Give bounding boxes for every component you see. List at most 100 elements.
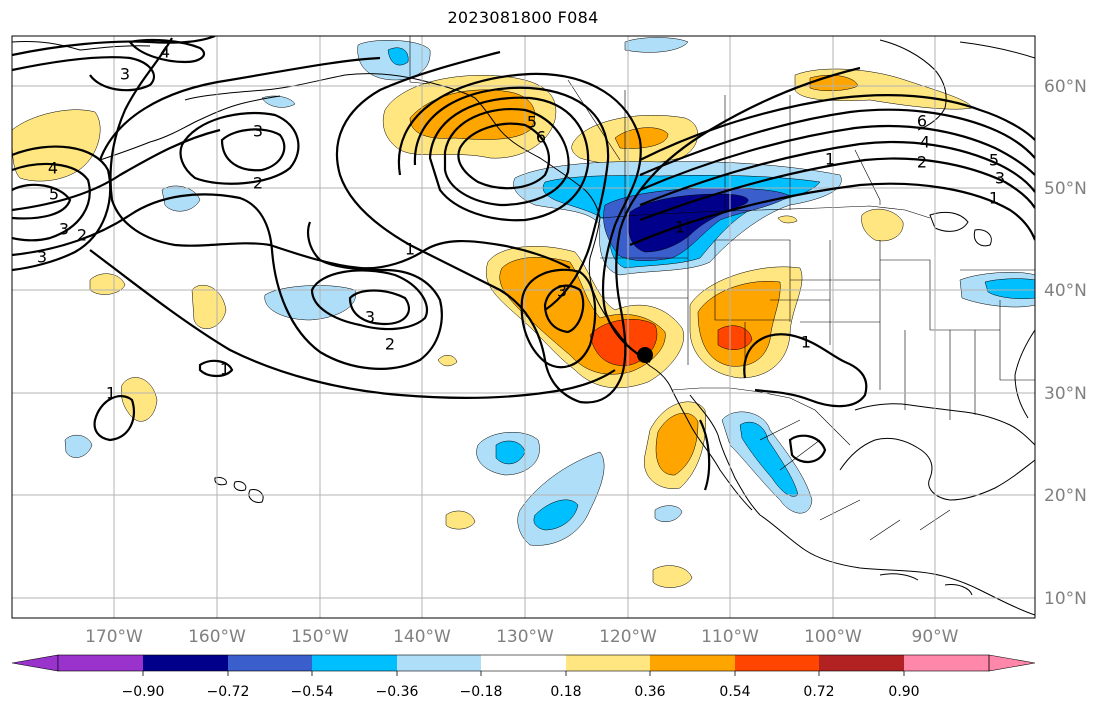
map-title: 2023081800 F084 bbox=[447, 8, 599, 27]
alaska-canada-border bbox=[409, 36, 431, 85]
colorbar-swatch bbox=[650, 655, 735, 671]
longitude-axis: 170°W 160°W 150°W 140°W 130°W 120°W 110°… bbox=[85, 627, 959, 647]
colorbar-swatch bbox=[819, 655, 904, 671]
longitude-label: 150°W bbox=[291, 627, 349, 647]
cold-anomaly-tropical-2-core bbox=[533, 499, 579, 531]
contour-4-west-low bbox=[12, 162, 91, 242]
warm-anomaly-blob-3 bbox=[121, 377, 158, 422]
contour-6-east bbox=[639, 94, 1035, 161]
state-lines bbox=[600, 218, 1035, 420]
contour-label: 1 bbox=[106, 384, 116, 403]
latitude-label: 50°N bbox=[1044, 179, 1087, 199]
latitude-label: 30°N bbox=[1044, 384, 1087, 404]
contour-5-east bbox=[639, 108, 1035, 177]
contour-5-west-low bbox=[12, 183, 72, 220]
caribbean-islands bbox=[879, 573, 973, 596]
contour-3-west-low bbox=[12, 145, 112, 272]
contour-1-pacific bbox=[109, 37, 571, 270]
colorbar-tick-label: 0.36 bbox=[634, 684, 665, 700]
colorbar-swatch bbox=[904, 655, 989, 671]
contour-2-bc-ridge bbox=[397, 72, 651, 363]
contour-label: 1 bbox=[989, 189, 999, 208]
contour-1-northwest bbox=[12, 36, 216, 57]
colorbar-swatch bbox=[397, 655, 481, 671]
colorbar: −0.90 −0.72 −0.54 −0.36 −0.18 0.18 0.36 … bbox=[11, 654, 1036, 700]
latitude-label: 60°N bbox=[1044, 77, 1087, 97]
warm-anomaly-baja-core bbox=[655, 412, 699, 476]
colorbar-tick-label: −0.36 bbox=[376, 684, 419, 700]
contour-label: 6 bbox=[917, 112, 927, 131]
contour-1-east bbox=[629, 182, 1035, 247]
contour-labels: 3 4 3 5 4 3 2 3 2 5 6 1 1 3 3 2 6 5 4 3 … bbox=[37, 43, 1005, 403]
contour-1-long-ridge bbox=[335, 50, 861, 404]
warm-anomaly-four-corners-peak bbox=[717, 325, 753, 350]
colorbar-swatch bbox=[228, 655, 312, 671]
contour-3-north-1 bbox=[12, 56, 155, 92]
colorbar-tick-label: −0.18 bbox=[460, 684, 503, 700]
latitude-axis: 60°N 50°N 40°N 30°N 20°N 10°N bbox=[1044, 77, 1087, 609]
aleutian-chain bbox=[99, 95, 281, 161]
contour-label: 1 bbox=[675, 218, 685, 237]
colorbar-tick-label: 0.54 bbox=[719, 684, 750, 700]
contour-1-hawaii-east bbox=[93, 394, 136, 442]
longitude-label: 100°W bbox=[804, 627, 862, 647]
colorbar-tick-label: 0.90 bbox=[888, 684, 919, 700]
baja-coast bbox=[671, 389, 761, 516]
political-borders bbox=[409, 36, 1035, 541]
longitude-label: 130°W bbox=[496, 627, 554, 647]
contour-4-east bbox=[639, 124, 1035, 192]
great-lakes bbox=[929, 211, 992, 247]
contour-label: 5 bbox=[49, 185, 59, 204]
longitude-label: 160°W bbox=[188, 627, 246, 647]
mexico-west-coast bbox=[759, 514, 1035, 616]
contour-label: 5 bbox=[527, 113, 537, 132]
contour-1-southwest bbox=[89, 249, 616, 399]
colorbar-tick-label: −0.72 bbox=[207, 684, 250, 700]
contour-label: 4 bbox=[160, 43, 170, 62]
hawaii bbox=[214, 477, 264, 503]
colorbar-tick-label: 0.18 bbox=[550, 684, 581, 700]
contour-label: 3 bbox=[557, 282, 567, 301]
contour-2-west bbox=[12, 128, 221, 212]
contour-label: 1 bbox=[405, 240, 415, 259]
cold-anomaly-east-pacific bbox=[64, 434, 93, 458]
warm-anomaly-blob-1 bbox=[89, 273, 126, 295]
cold-anomaly-canada-north bbox=[624, 37, 689, 53]
colorbar-swatch bbox=[481, 655, 566, 671]
us-mexico-border bbox=[671, 387, 851, 446]
warm-anomaly-plains bbox=[861, 208, 904, 242]
contour-3-pacific-low-inner bbox=[348, 289, 410, 326]
colorbar-swatch bbox=[58, 655, 143, 671]
contour-6-bc-high bbox=[457, 122, 550, 190]
contour-3-aleutian-low bbox=[179, 111, 300, 185]
colorbar-extend-low bbox=[11, 654, 59, 672]
map-frame bbox=[11, 35, 1036, 619]
contour-label: 1 bbox=[220, 360, 230, 379]
contour-1-mexico bbox=[788, 434, 827, 463]
contour-4-north bbox=[129, 38, 206, 64]
gulf-of-mexico-coast bbox=[839, 437, 1035, 501]
longitude-label: 170°W bbox=[85, 627, 143, 647]
height-contours bbox=[12, 36, 1035, 491]
longitude-label: 140°W bbox=[393, 627, 451, 647]
colorbar-swatch bbox=[143, 655, 228, 671]
contour-label: 3 bbox=[253, 122, 263, 141]
east-coast bbox=[1014, 329, 1035, 419]
warm-anomaly-blob-7 bbox=[777, 215, 798, 224]
contour-label: 3 bbox=[59, 220, 69, 239]
latitude-label: 10°N bbox=[1044, 589, 1087, 609]
colorbar-swatch bbox=[312, 655, 397, 671]
canada-provinces bbox=[567, 79, 881, 215]
longitude-label: 110°W bbox=[701, 627, 759, 647]
contour-label: 4 bbox=[920, 133, 930, 152]
contour-label: 3 bbox=[37, 248, 47, 267]
colorbar-extend-high bbox=[988, 654, 1036, 672]
contour-label: 2 bbox=[917, 153, 927, 172]
cold-anomaly-gulf-alaska-small bbox=[261, 95, 296, 108]
contour-label: 4 bbox=[48, 159, 58, 178]
location-marker bbox=[637, 347, 653, 363]
cold-anomaly-small-east bbox=[654, 505, 683, 523]
contour-label: 2 bbox=[253, 174, 263, 193]
contour-label: 6 bbox=[536, 128, 546, 147]
